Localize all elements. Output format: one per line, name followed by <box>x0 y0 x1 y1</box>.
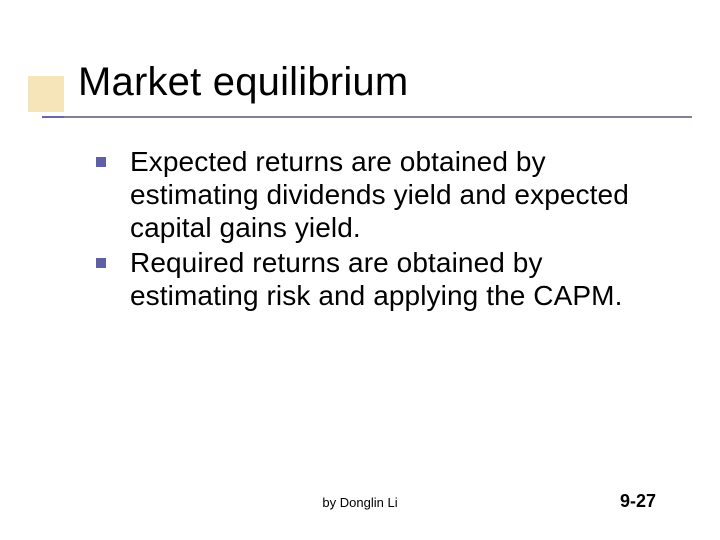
bullet-list: Expected returns are obtained by estimat… <box>96 145 650 312</box>
square-bullet-icon <box>96 258 106 268</box>
title-area: Market equilibrium <box>0 0 720 105</box>
slide: Market equilibrium Expected returns are … <box>0 0 720 540</box>
title-underline <box>42 116 692 118</box>
accent-block <box>28 76 64 112</box>
bullet-text: Expected returns are obtained by estimat… <box>130 145 650 244</box>
footer-author: by Donglin Li <box>0 495 720 510</box>
list-item: Required returns are obtained by estimat… <box>96 246 650 312</box>
footer-page-number: 9-27 <box>620 491 656 512</box>
list-item: Expected returns are obtained by estimat… <box>96 145 650 244</box>
slide-title: Market equilibrium <box>78 60 720 105</box>
square-bullet-icon <box>96 157 106 167</box>
bullet-text: Required returns are obtained by estimat… <box>130 246 650 312</box>
